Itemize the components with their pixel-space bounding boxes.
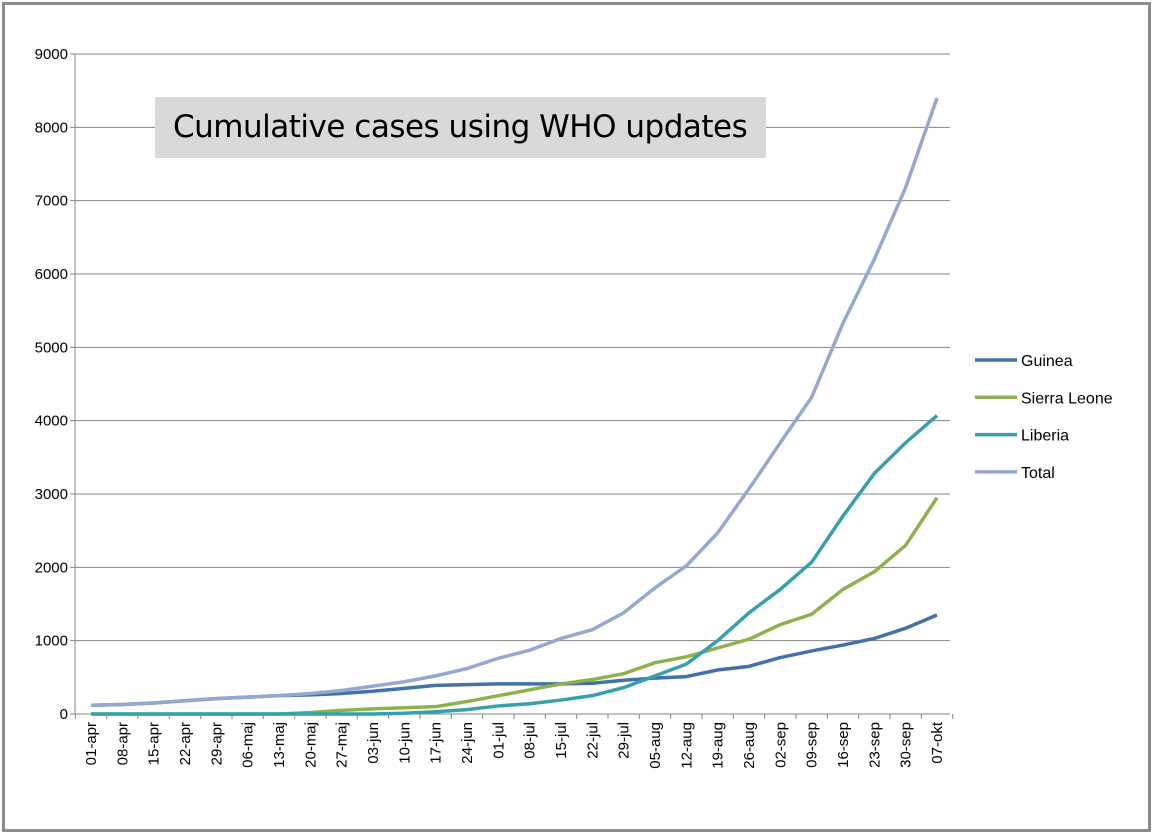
x-tick-label: 12-aug (678, 722, 695, 769)
legend-label: Guinea (1021, 353, 1073, 370)
legend-label: Total (1021, 465, 1055, 482)
x-tick-label: 01-jul (490, 722, 507, 759)
x-tick-label: 09-sep (804, 722, 821, 768)
x-tick-label: 19-aug (710, 722, 727, 769)
x-tick-label: 20-maj (302, 722, 319, 768)
y-tick-label: 7000 (35, 193, 68, 210)
x-tick-label: 07-okt (929, 721, 946, 764)
x-tick-label: 30-sep (898, 722, 915, 768)
x-tick-label: 29-jul (616, 722, 633, 759)
y-tick-label: 5000 (35, 339, 68, 356)
x-tick-label: 15-jul (553, 722, 570, 759)
y-tick-label: 9000 (35, 46, 68, 63)
x-tick-label: 06-maj (240, 722, 257, 768)
x-tick-label: 22-jul (584, 722, 601, 759)
x-tick-label: 29-apr (208, 722, 225, 765)
x-tick-label: 23-sep (866, 722, 883, 768)
x-tick-label: 10-jun (396, 722, 413, 764)
y-tick-label: 0 (60, 706, 68, 723)
series-line-total (90, 97, 939, 707)
x-tick-label: 22-apr (177, 722, 194, 765)
x-tick-label: 01-apr (83, 722, 100, 765)
legend-label: Liberia (1021, 428, 1069, 445)
y-tick-label: 4000 (35, 413, 68, 430)
x-tick-label: 08-jul (522, 722, 539, 759)
x-tick-label: 02-sep (772, 722, 789, 768)
y-tick-label: 8000 (35, 119, 68, 136)
series-line-liberia (91, 414, 939, 716)
x-tick-label: 15-apr (146, 722, 163, 765)
x-tick-label: 26-aug (741, 722, 758, 769)
y-tick-label: 6000 (35, 266, 68, 283)
x-tick-label: 24-jun (459, 722, 476, 764)
chart-title: Cumulative cases using WHO updates (173, 109, 748, 145)
x-tick-label: 27-maj (334, 722, 351, 768)
x-tick-label: 17-jun (428, 722, 445, 764)
y-tick-label: 2000 (35, 559, 68, 576)
y-tick-label: 3000 (35, 486, 68, 503)
x-tick-label: 16-sep (835, 722, 852, 768)
x-tick-label: 03-jun (365, 722, 382, 764)
x-tick-label: 13-maj (271, 722, 288, 768)
y-tick-label: 1000 (35, 633, 68, 650)
chart-title-box: Cumulative cases using WHO updates (155, 97, 766, 158)
x-tick-label: 05-aug (647, 722, 664, 769)
series-line-sierra-leone (91, 496, 939, 716)
legend-label: Sierra Leone (1021, 390, 1113, 407)
x-tick-label: 08-apr (114, 722, 131, 765)
